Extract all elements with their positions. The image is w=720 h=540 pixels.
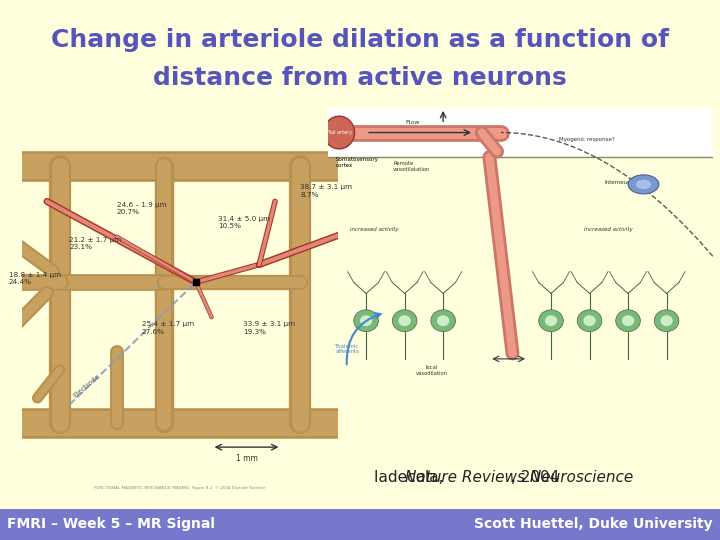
Ellipse shape <box>628 175 659 194</box>
Text: 1 mm: 1 mm <box>235 454 258 463</box>
Ellipse shape <box>437 315 449 326</box>
Text: FMRI – Week 5 – MR Signal: FMRI – Week 5 – MR Signal <box>7 517 215 531</box>
Ellipse shape <box>324 116 354 149</box>
Text: increased activity: increased activity <box>349 227 398 232</box>
Ellipse shape <box>545 315 557 326</box>
Text: Somatosensory
cortex: Somatosensory cortex <box>336 157 378 168</box>
Text: Iadecola,: Iadecola, <box>374 470 449 485</box>
Text: Flow: Flow <box>405 120 420 125</box>
Ellipse shape <box>431 310 456 332</box>
Text: Thalamic
afferents: Thalamic afferents <box>336 343 359 354</box>
Ellipse shape <box>398 315 411 326</box>
Ellipse shape <box>622 315 634 326</box>
Text: Change in arteriole dilation as a function of: Change in arteriole dilation as a functi… <box>51 29 669 52</box>
Ellipse shape <box>616 310 640 332</box>
Bar <box>328 108 713 157</box>
Ellipse shape <box>539 310 563 332</box>
Text: , 2004: , 2004 <box>511 470 559 485</box>
Ellipse shape <box>660 315 672 326</box>
Ellipse shape <box>392 310 417 332</box>
Text: local
vasodilation: local vasodilation <box>415 366 448 376</box>
Text: FUNCTIONAL MAGNETIC RESONANCE IMAGING  Figure 8-1  © 2004 Elsevier Science: FUNCTIONAL MAGNETIC RESONANCE IMAGING Fi… <box>94 486 266 490</box>
Bar <box>0 509 720 540</box>
Text: Electrode: Electrode <box>72 373 102 399</box>
Text: Remote
vasodilatation: Remote vasodilatation <box>393 161 431 172</box>
Text: 21.2 ± 1.7 μm
23.1%: 21.2 ± 1.7 μm 23.1% <box>69 237 121 250</box>
Text: 38.7 ± 3.1 μm
8.7%: 38.7 ± 3.1 μm 8.7% <box>300 184 353 198</box>
Text: 33.9 ± 3.1 μm
19.3%: 33.9 ± 3.1 μm 19.3% <box>243 321 295 334</box>
Ellipse shape <box>583 315 595 326</box>
Ellipse shape <box>354 310 379 332</box>
Text: Scott Huettel, Duke University: Scott Huettel, Duke University <box>474 517 713 531</box>
Text: Myogenic response?: Myogenic response? <box>559 137 614 141</box>
Ellipse shape <box>577 310 602 332</box>
Ellipse shape <box>636 180 651 189</box>
Text: Nature Reviews Neuroscience: Nature Reviews Neuroscience <box>405 470 633 485</box>
Text: 24.6 – 1.9 μm
20.7%: 24.6 – 1.9 μm 20.7% <box>117 201 166 215</box>
Text: 25.4 ± 1.7 μm
27.6%: 25.4 ± 1.7 μm 27.6% <box>142 321 194 334</box>
Text: Interneuron?: Interneuron? <box>605 180 640 185</box>
Text: 31.4 ± 5.0 μm
10.5%: 31.4 ± 5.0 μm 10.5% <box>218 215 270 229</box>
Text: 18.8 ± 1.4 μm
24.4%: 18.8 ± 1.4 μm 24.4% <box>9 272 61 285</box>
Text: Pial artery: Pial artery <box>327 130 351 135</box>
Text: Increased activity: Increased activity <box>585 227 633 232</box>
Text: distance from active neurons: distance from active neurons <box>153 66 567 90</box>
Ellipse shape <box>654 310 679 332</box>
Ellipse shape <box>360 315 372 326</box>
